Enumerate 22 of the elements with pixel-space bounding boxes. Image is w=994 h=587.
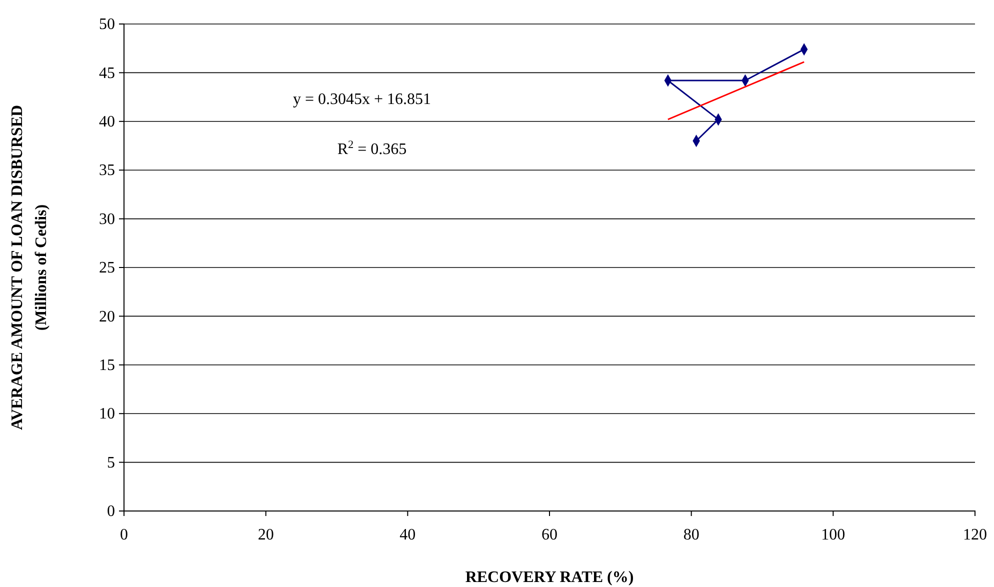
y-tick-label: 10: [99, 406, 115, 423]
x-tick-label: 100: [821, 526, 846, 544]
y-tick-label: 30: [99, 210, 115, 228]
x-tick-label: 20: [258, 526, 274, 544]
y-tick-label: 40: [99, 114, 115, 131]
y-tick-label: 35: [99, 162, 115, 180]
y-tick-label: 5: [107, 454, 115, 472]
x-tick-label: 60: [542, 526, 558, 544]
y-tick-label: 15: [99, 357, 115, 374]
annotation: R$^{2}$ = 0.365: [337, 139, 407, 158]
y-tick-label: 25: [99, 260, 115, 277]
x-tick-label: 80: [683, 526, 700, 544]
x-tick-label: 0: [120, 526, 128, 544]
y-tick-label: 20: [99, 308, 115, 326]
y-tick-label: 45: [99, 64, 115, 82]
x-axis-title: RECOVERY RATE (%): [465, 569, 634, 586]
x-tick-label: 40: [400, 526, 416, 544]
y-tick-label: 0: [107, 503, 115, 520]
y-axis-title: AVERAGE AMOUNT OF LOAN DISBURSED (Millions of Cedis): [9, 104, 50, 430]
annotation: y = 0.3045x + 16.851: [292, 91, 432, 108]
x-tick-label: 120: [963, 526, 987, 544]
y-tick-label: 50: [99, 16, 115, 34]
